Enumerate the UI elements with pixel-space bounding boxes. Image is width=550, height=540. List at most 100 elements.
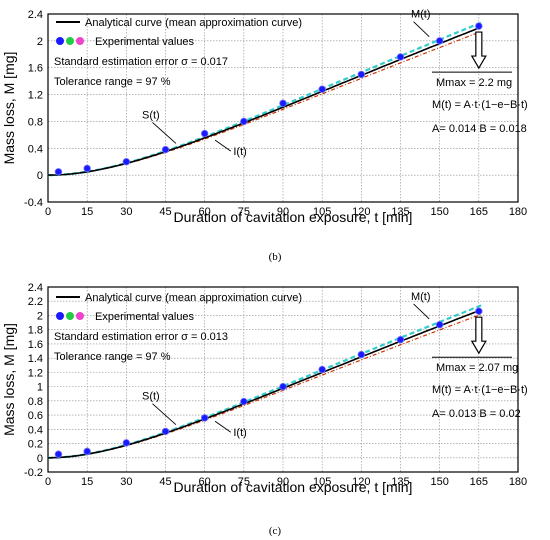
- leader-line-s: [152, 122, 177, 144]
- y-tick-label: 2: [37, 36, 43, 48]
- formula-annotation: M(t) = A·t·(1−e−B·t): [432, 99, 528, 111]
- experimental-point: [357, 350, 366, 359]
- x-tick-label: 105: [313, 206, 331, 218]
- x-tick-label: 0: [45, 476, 51, 488]
- experimental-point: [200, 414, 209, 422]
- params-annotation: A= 0.013 B = 0.02: [432, 408, 521, 420]
- params-annotation: A= 0.014 B = 0.018: [432, 123, 527, 135]
- x-tick-label: 15: [81, 476, 93, 488]
- x-tick-label: 45: [159, 476, 171, 488]
- x-tick-label: 90: [277, 476, 289, 488]
- mmax-arrow: [470, 31, 487, 70]
- experimental-point: [279, 382, 287, 391]
- y-tick-label: 0.6: [28, 410, 43, 422]
- curve-label-s: S(t): [142, 109, 160, 121]
- x-tick-label: 150: [430, 476, 448, 488]
- leader-line-m: [413, 21, 430, 37]
- y-tick-label: 2: [37, 310, 43, 322]
- experimental-point: [357, 70, 366, 79]
- y-tick-label: 0: [37, 170, 43, 182]
- panel-label-b: (b): [269, 251, 282, 263]
- experimental-point: [122, 158, 131, 166]
- experimental-point: [122, 439, 131, 447]
- y-tick-label: 0.8: [28, 396, 43, 408]
- experimental-point: [396, 53, 405, 61]
- x-tick-label: 135: [391, 206, 409, 218]
- x-tick-label: 60: [199, 476, 211, 488]
- experimental-point: [54, 168, 63, 176]
- y-tick-label: 1.6: [28, 63, 43, 75]
- y-tick-label: 1.8: [28, 325, 43, 337]
- y-tick-label: -0.4: [24, 197, 43, 209]
- y-axis-label: Mass loss, M [mg]: [1, 52, 17, 165]
- x-tick-label: 45: [159, 206, 171, 218]
- x-tick-label: 15: [81, 206, 93, 218]
- y-tick-label: 2.4: [28, 282, 43, 294]
- x-tick-label: 165: [470, 476, 488, 488]
- chart-panel-c: 0 15 30 45 60 75 90 105 120 135 150 165 180-0.200.20…: [1, 282, 528, 495]
- experimental-point: [279, 99, 287, 107]
- x-tick-label: 0: [45, 206, 51, 218]
- x-tick-label: 75: [238, 206, 250, 218]
- experimental-point: [83, 164, 91, 173]
- y-tick-label: 2.4: [28, 9, 43, 21]
- curve-label-i: I(t): [233, 146, 246, 158]
- formula-annotation: M(t) = A·t·(1−e−B·t): [432, 384, 528, 396]
- x-tick-label: 105: [313, 476, 331, 488]
- x-tick-label: 90: [277, 206, 289, 218]
- leader-line-i: [214, 139, 232, 152]
- y-tick-label: 1.6: [28, 339, 43, 351]
- upper-bound-curve: [48, 304, 482, 459]
- mmax-arrow: [470, 316, 487, 355]
- y-tick-label: 0.8: [28, 116, 43, 128]
- tolerance-annotation: Tolerance range = 97 %: [54, 351, 171, 363]
- mmax-annotation: Mmax = 2.07 mg: [436, 362, 518, 374]
- leader-line-m: [413, 303, 430, 320]
- x-tick-label: 60: [199, 206, 211, 218]
- y-axis-label: Mass loss, M [mg]: [1, 323, 17, 436]
- y-tick-label: 1: [37, 382, 43, 394]
- chart-panel-b: 0 15 30 45 60 75 90 105 120 135 150 165 180-0.400.40…: [1, 9, 528, 225]
- x-tick-label: 120: [352, 476, 370, 488]
- legend-label-experimental: Experimental values: [95, 36, 195, 48]
- panel-label-c: (c): [269, 525, 282, 537]
- y-tick-label: 1.4: [28, 353, 43, 365]
- plot-frame: [47, 286, 519, 473]
- mmax-annotation: Mmax = 2.2 mg: [436, 77, 512, 89]
- experimental-point: [161, 427, 170, 436]
- x-tick-label: 30: [120, 206, 132, 218]
- legend-dot: [76, 37, 84, 45]
- curve-label-s: S(t): [142, 391, 160, 403]
- experimental-point: [435, 37, 444, 45]
- experimental-point: [396, 335, 405, 344]
- x-axis-label: Duration of cavitation exposure, t [min]: [174, 479, 413, 495]
- curve-label-i: I(t): [233, 427, 246, 439]
- curve-label-m: M(t): [411, 9, 431, 21]
- legend-label-experimental: Experimental values: [95, 311, 195, 323]
- plot-frame: [47, 13, 519, 203]
- x-tick-label: 75: [238, 476, 250, 488]
- experimental-point: [240, 397, 248, 406]
- x-tick-label: 135: [391, 476, 409, 488]
- x-tick-label: 30: [120, 476, 132, 488]
- experimental-point: [54, 450, 63, 458]
- analytical-curve: [48, 309, 482, 459]
- legend-dot: [66, 37, 74, 45]
- x-tick-label: 120: [352, 206, 370, 218]
- leader-line-i: [214, 420, 232, 433]
- leader-line-s: [152, 403, 177, 425]
- y-tick-label: 0.4: [28, 424, 43, 436]
- experimental-point: [240, 117, 248, 126]
- error-annotation: Standard estimation error σ = 0.017: [54, 56, 228, 68]
- y-tick-label: 0.4: [28, 143, 43, 155]
- experimental-point: [161, 145, 170, 154]
- x-tick-label: 180: [509, 206, 527, 218]
- experimental-point: [318, 365, 326, 374]
- x-tick-label: 150: [430, 206, 448, 218]
- experimental-point: [435, 321, 444, 329]
- legend-label-analytical: Analytical curve (mean approximation cur…: [85, 292, 302, 304]
- legend-dot: [66, 312, 74, 320]
- experimental-point: [200, 129, 209, 138]
- experimental-point: [475, 307, 483, 315]
- experimental-point: [83, 447, 91, 456]
